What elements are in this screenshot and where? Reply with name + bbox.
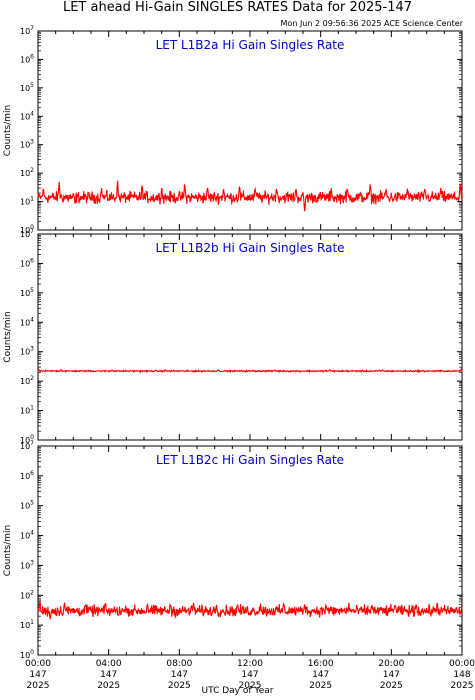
panel-title: LET L1B2c Hi Gain Singles Rate bbox=[156, 453, 344, 467]
x-tick-label: 2025 bbox=[97, 681, 120, 691]
y-tick-label: 106 bbox=[20, 470, 34, 481]
x-tick-label: 147 bbox=[100, 670, 117, 680]
y-tick-label: 104 bbox=[20, 110, 34, 121]
y-tick-label: 103 bbox=[20, 139, 34, 150]
y-tick-label: 101 bbox=[20, 619, 34, 630]
y-tick-label: 105 bbox=[20, 500, 34, 511]
y-tick-label: 100 bbox=[20, 224, 34, 235]
y-tick-label: 102 bbox=[20, 167, 34, 178]
y-axis-label: Counts/min bbox=[3, 105, 13, 156]
series-line bbox=[37, 180, 463, 212]
x-tick-label: 12:00 bbox=[237, 659, 263, 669]
x-tick-label: 147 bbox=[312, 670, 329, 680]
y-tick-label: 104 bbox=[20, 530, 34, 541]
series-line bbox=[37, 600, 463, 620]
y-tick-label: 102 bbox=[20, 375, 34, 386]
y-tick-label: 103 bbox=[20, 346, 34, 357]
x-tick-label: 147 bbox=[383, 670, 400, 680]
x-tick-label: 16:00 bbox=[308, 659, 334, 669]
x-tick-label: 04:00 bbox=[96, 659, 122, 669]
x-tick-label: 148 bbox=[453, 670, 470, 680]
panel-title: LET L1B2b Hi Gain Singles Rate bbox=[155, 241, 344, 255]
y-tick-label: 105 bbox=[20, 287, 34, 298]
y-tick-label: 101 bbox=[20, 196, 34, 207]
figure-title: LET ahead Hi-Gain SINGLES RATES Data for… bbox=[62, 0, 413, 15]
series-line bbox=[37, 368, 463, 374]
y-tick-label: 106 bbox=[20, 53, 34, 64]
x-tick-label: 147 bbox=[29, 670, 46, 680]
plot-frame bbox=[37, 445, 463, 656]
x-tick-label: 00:00 bbox=[449, 659, 475, 669]
chart-panel-3: 100 101 102 103 104 105 106 107 Counts/min LET L1… bbox=[3, 440, 463, 660]
x-tick-label: 2025 bbox=[239, 681, 262, 691]
x-tick-label: 08:00 bbox=[166, 659, 192, 669]
y-tick-label: 101 bbox=[20, 405, 34, 416]
x-tick-label: 2025 bbox=[168, 681, 191, 691]
timestamp: Mon Jun 2 09:56:36 2025 ACE Science Cent… bbox=[280, 19, 463, 28]
x-axis-label: UTC Day of Year bbox=[201, 686, 274, 696]
x-tick-label: 2025 bbox=[451, 681, 474, 691]
plot-frame bbox=[37, 233, 463, 441]
chart-panel-1: 100 101 102 103 104 105 106 107 Counts/min LET L1… bbox=[3, 25, 463, 235]
x-tick-label: 147 bbox=[171, 670, 188, 680]
y-tick-label: 100 bbox=[20, 649, 34, 660]
x-tick-label: 2025 bbox=[380, 681, 403, 691]
panel-title: LET L1B2a Hi Gain Singles Rate bbox=[156, 38, 345, 52]
y-tick-label: 100 bbox=[20, 434, 34, 445]
y-tick-label: 107 bbox=[20, 228, 34, 239]
x-tick-label: 147 bbox=[241, 670, 258, 680]
y-axis-label: Counts/min bbox=[3, 311, 13, 362]
y-axis-label: Counts/min bbox=[3, 525, 13, 576]
chart-panel-2: 100 101 102 103 104 105 106 107 Counts/min LET L1… bbox=[3, 228, 463, 445]
y-tick-label: 107 bbox=[20, 440, 34, 451]
y-tick-label: 104 bbox=[20, 316, 34, 327]
x-tick-label: 20:00 bbox=[378, 659, 404, 669]
x-tick-label: 2025 bbox=[309, 681, 332, 691]
y-tick-label: 106 bbox=[20, 257, 34, 268]
x-tick-label: 00:00 bbox=[25, 659, 51, 669]
y-tick-label: 103 bbox=[20, 559, 34, 570]
y-tick-label: 105 bbox=[20, 82, 34, 93]
y-tick-label: 107 bbox=[20, 25, 34, 36]
x-tick-label: 2025 bbox=[27, 681, 50, 691]
y-tick-label: 102 bbox=[20, 589, 34, 600]
